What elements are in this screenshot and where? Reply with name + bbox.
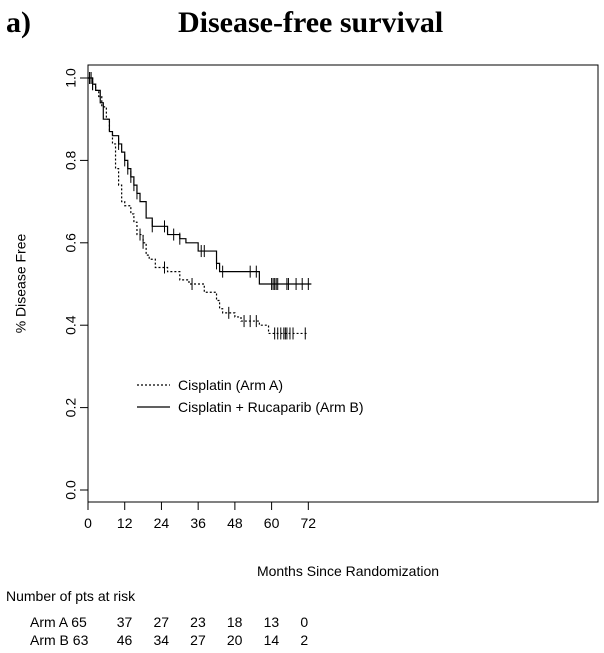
risk-count: 18 bbox=[226, 614, 243, 630]
chart-title: Disease-free survival bbox=[178, 6, 444, 39]
panel-label: a) bbox=[6, 6, 31, 39]
series-line-arm-a bbox=[88, 77, 309, 335]
risk-count: 13 bbox=[263, 614, 280, 630]
risk-table-header: Number of pts at risk bbox=[6, 588, 136, 604]
risk-row-arm-a: Arm A 65 37 27 23 18 13 0 bbox=[0, 614, 604, 630]
x-tick-label: 24 bbox=[154, 515, 170, 531]
risk-count: 23 bbox=[190, 614, 206, 630]
x-tick-label: 36 bbox=[190, 515, 206, 531]
y-tick-label: 0.6 bbox=[63, 233, 79, 253]
x-tick-label: 72 bbox=[301, 515, 317, 531]
y-tick-label: 0.0 bbox=[63, 480, 79, 500]
risk-count: 34 bbox=[153, 632, 170, 648]
y-tick-label: 0.4 bbox=[63, 315, 79, 335]
survival-chart: 0 12 24 36 48 60 72 0.0 0.2 0.4 0.6 0.8 1.0 Months Si… bbox=[13, 64, 599, 579]
risk-count: 2 bbox=[300, 632, 309, 648]
risk-row-label: Arm B 63 bbox=[30, 632, 89, 648]
y-axis-label: % Disease Free bbox=[13, 233, 29, 333]
legend-label: Cisplatin (Arm A) bbox=[178, 377, 283, 393]
risk-count: 0 bbox=[300, 614, 309, 630]
risk-count: 14 bbox=[263, 632, 280, 648]
risk-row-label: Arm A 65 bbox=[30, 614, 87, 630]
risk-count: 27 bbox=[153, 614, 170, 630]
x-tick-label: 48 bbox=[227, 515, 243, 531]
plot-frame bbox=[87, 64, 599, 503]
risk-count: 27 bbox=[190, 632, 206, 648]
y-tick-label: 0.2 bbox=[63, 398, 79, 418]
legend-label: Cisplatin + Rucaparib (Arm B) bbox=[178, 399, 364, 415]
risk-count: 20 bbox=[226, 632, 243, 648]
x-tick-label: 60 bbox=[264, 515, 280, 531]
x-tick-label: 0 bbox=[84, 515, 92, 531]
series-line-arm-b bbox=[88, 77, 312, 285]
x-tick-label: 12 bbox=[117, 515, 133, 531]
risk-count: 46 bbox=[116, 632, 133, 648]
y-tick-label: 0.8 bbox=[63, 150, 79, 170]
y-tick-label: 1.0 bbox=[63, 68, 79, 88]
x-axis-label: Months Since Randomization bbox=[257, 563, 439, 579]
risk-row-arm-b: Arm B 63 46 34 27 20 14 2 bbox=[0, 632, 604, 648]
risk-count: 37 bbox=[116, 614, 133, 630]
